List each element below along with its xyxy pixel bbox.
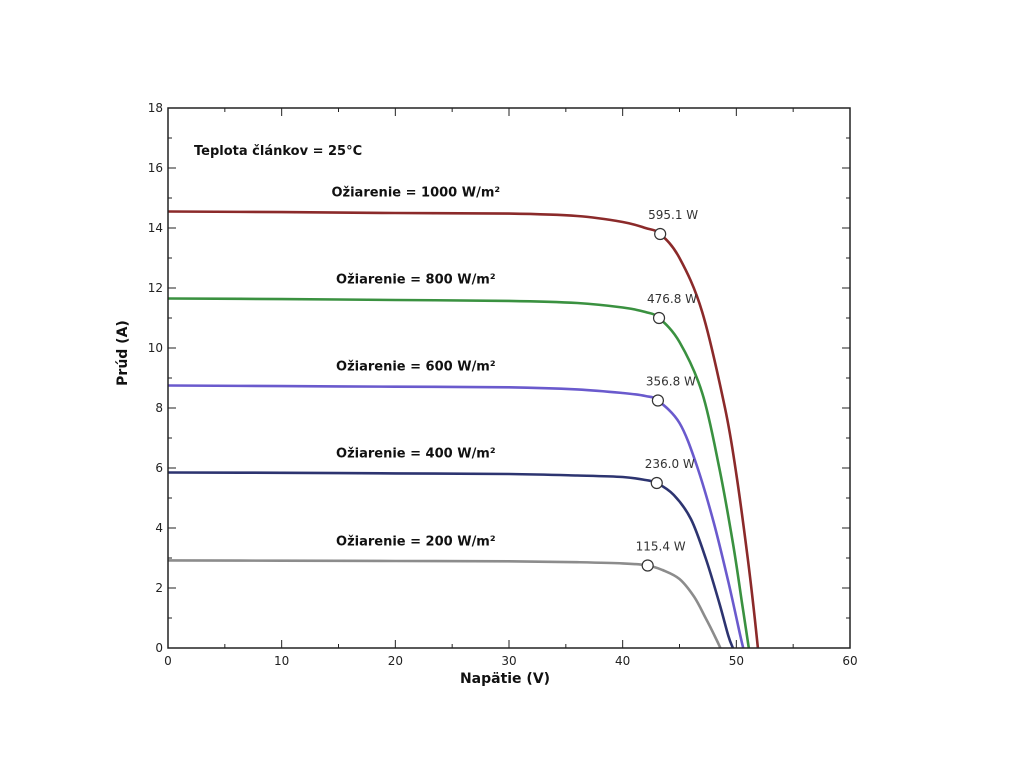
y-tick-label: 6 — [155, 461, 163, 475]
x-tick-label: 60 — [842, 654, 857, 668]
axis-ticks: 0 10 20 30 40 50 60 0 2 4 6 8 10 12 14 16 18 — [148, 101, 858, 668]
x-tick-label: 10 — [274, 654, 289, 668]
y-tick-label: 12 — [148, 281, 163, 295]
y-tick-label: 18 — [148, 101, 163, 115]
mpp-label-2: 356.8 W — [646, 375, 696, 389]
mpp-label-3: 236.0 W — [645, 457, 695, 471]
mpp-label-4: 115.4 W — [636, 540, 686, 554]
series-curve-3 — [167, 471, 735, 649]
y-tick-label: 4 — [155, 521, 163, 535]
y-tick-label: 8 — [155, 401, 163, 415]
mpp-marker-1 — [652, 311, 666, 325]
mpp-marker-2 — [651, 394, 665, 407]
x-axis-label: Napätie (V) — [460, 671, 550, 687]
x-tick-label: 50 — [729, 654, 744, 668]
x-tick-label: 20 — [388, 654, 403, 668]
mpp-marker-0 — [654, 227, 667, 241]
y-tick-label: 16 — [148, 161, 163, 175]
series-curve-1 — [167, 297, 751, 649]
y-tick-label: 2 — [155, 581, 163, 595]
mpp-label-0: 595.1 W — [648, 208, 698, 222]
y-tick-label: 10 — [148, 341, 163, 355]
series-label-3: Ožiarenie = 400 W/m² — [336, 447, 496, 462]
mpp-marker-4 — [641, 559, 654, 572]
series-label-0: Ožiarenie = 1000 W/m² — [331, 186, 500, 201]
x-tick-label: 0 — [164, 654, 172, 668]
series-label-2: Ožiarenie = 600 W/m² — [336, 360, 496, 375]
plot-frame — [167, 107, 851, 649]
y-tick-label: 0 — [155, 641, 163, 655]
y-axis-label: Prúd (A) — [115, 320, 131, 386]
series-label-1: Ožiarenie = 800 W/m² — [336, 273, 496, 288]
x-tick-label: 40 — [615, 654, 630, 668]
mpp-label-1: 476.8 W — [647, 292, 697, 306]
series-labels: Ožiarenie = 1000 W/m² Ožiarenie = 800 W/m… — [331, 186, 500, 550]
series-label-4: Ožiarenie = 200 W/m² — [336, 534, 496, 549]
mpp-marker-3 — [650, 476, 663, 490]
temperature-note: Teplota článkov = 25°C — [194, 144, 362, 159]
series-curve-2 — [167, 384, 745, 649]
series-curve-4 — [167, 559, 722, 649]
x-tick-label: 30 — [501, 654, 516, 668]
mpp-markers: 595.1 W 476.8 W 356.8 W 236.0 W 115.4 W — [636, 208, 698, 572]
y-tick-label: 14 — [148, 221, 163, 235]
